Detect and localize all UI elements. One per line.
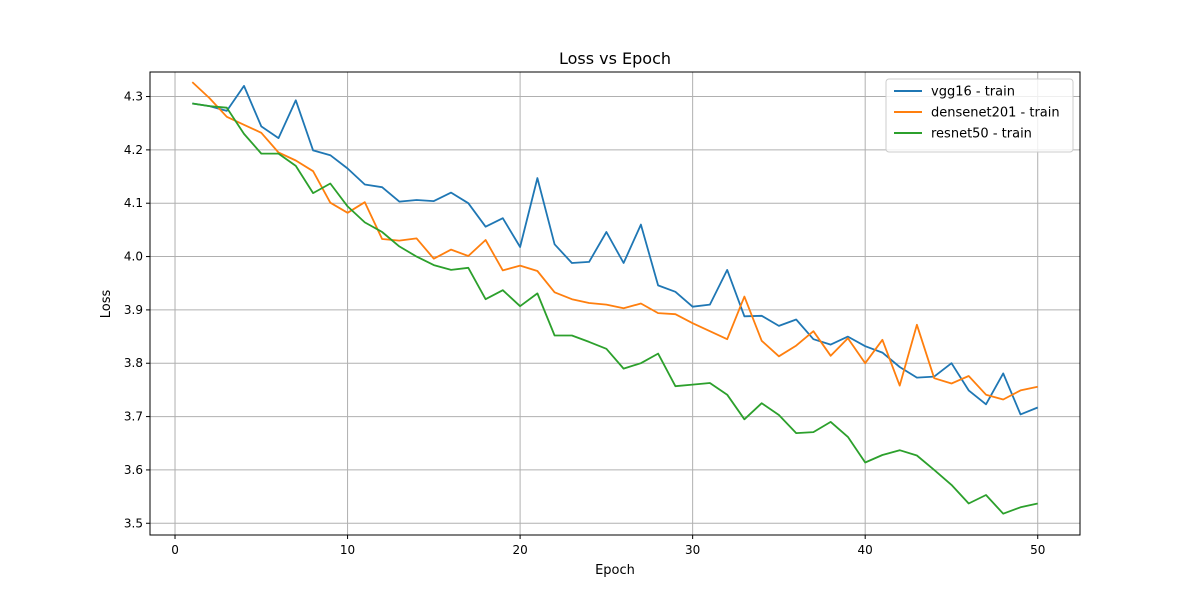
series-line-0 <box>192 85 1039 416</box>
legend-label-2: resnet50 - train <box>931 127 1032 142</box>
x-axis-label: Epoch <box>595 563 635 578</box>
legend-label-0: vgg16 - train <box>931 85 1015 100</box>
x-tick-label: 30 <box>685 543 700 557</box>
y-tick-label: 3.8 <box>124 356 143 370</box>
x-tick-label: 10 <box>340 543 355 557</box>
y-tick-label: 4.3 <box>124 90 143 104</box>
y-tick-label: 4.1 <box>124 196 143 210</box>
x-tick-label: 50 <box>1030 543 1045 557</box>
series-lines <box>191 81 1039 515</box>
x-tick-label: 40 <box>858 543 873 557</box>
axis-ticks: 0 10 20 30 40 50 3.5 3.6 3.7 3.8 3.9 4.0 4.1 4.2 4.3 <box>124 90 1045 557</box>
y-tick-label: 3.9 <box>124 303 143 317</box>
y-tick-label: 3.7 <box>124 410 143 424</box>
series-line-1 <box>191 81 1038 401</box>
x-tick-label: 20 <box>512 543 527 557</box>
plot-frame <box>149 71 1081 536</box>
legend-box <box>885 78 1074 153</box>
x-tick-label: 0 <box>171 543 179 557</box>
series-line-2 <box>192 102 1038 515</box>
grid-lines <box>150 72 1080 535</box>
chart-title: Loss vs Epoch <box>559 49 671 68</box>
y-tick-label: 4.0 <box>124 250 143 264</box>
y-tick-label: 3.6 <box>124 463 143 477</box>
y-tick-label: 3.5 <box>124 516 143 530</box>
y-tick-label: 4.2 <box>124 143 143 157</box>
legend: vgg16 - train densenet201 - train resnet50… <box>885 78 1074 153</box>
legend-label-1: densenet201 - train <box>931 106 1060 121</box>
y-axis-label: Loss <box>99 290 114 319</box>
